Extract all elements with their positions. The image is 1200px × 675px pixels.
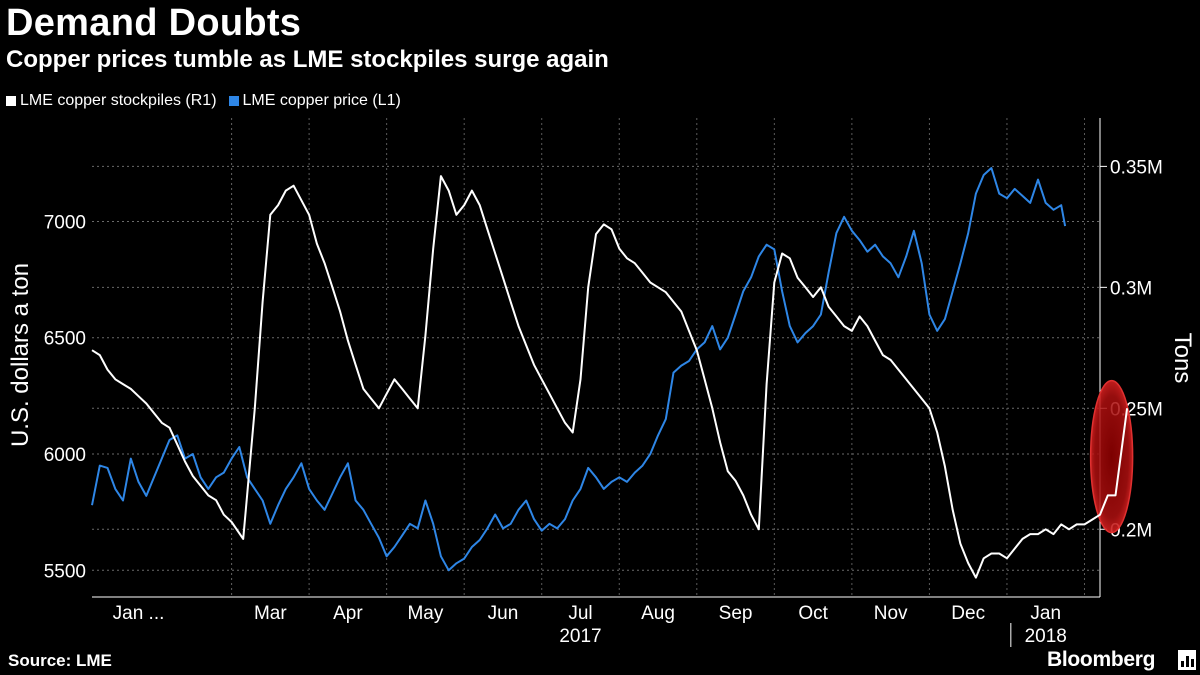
legend-item-stockpiles: LME copper stockpiles (R1) bbox=[6, 92, 217, 110]
brand-logo: Bloomberg bbox=[1047, 648, 1156, 671]
grid-layer bbox=[92, 118, 1100, 597]
x-tick-label: Jan bbox=[1030, 603, 1061, 624]
x-tick-label: Nov bbox=[874, 603, 908, 624]
legend: LME copper stockpiles (R1) LME copper pr… bbox=[6, 92, 413, 110]
x-tick-label: May bbox=[407, 603, 443, 624]
y-right-tick-label: 0.35M bbox=[1110, 157, 1163, 178]
y-left-tick-label: 7000 bbox=[44, 212, 86, 233]
legend-label-price: LME copper price (L1) bbox=[242, 92, 401, 109]
legend-swatch-stockpiles bbox=[6, 96, 16, 106]
legend-label-stockpiles: LME copper stockpiles (R1) bbox=[20, 92, 217, 109]
y-axis-left-label: U.S. dollars a ton bbox=[7, 263, 34, 447]
chart-subtitle: Copper prices tumble as LME stockpiles s… bbox=[6, 46, 609, 73]
chart-title: Demand Doubts bbox=[6, 2, 302, 44]
source-note: Source: LME bbox=[8, 651, 112, 670]
y-left-tick-label: 5500 bbox=[44, 561, 86, 582]
series-line-stockpiles bbox=[91, 175, 1129, 579]
y-left-tick-label: 6000 bbox=[44, 445, 86, 466]
bloomberg-chart-icon bbox=[1178, 650, 1196, 670]
x-tick-label: Jun bbox=[488, 603, 519, 624]
x-tick-label: Dec bbox=[951, 603, 985, 624]
annotation-layer bbox=[1089, 379, 1134, 534]
x-tick-label: Jul bbox=[568, 603, 592, 624]
legend-item-price: LME copper price (L1) bbox=[228, 92, 401, 110]
highlight-ellipse bbox=[1089, 379, 1134, 534]
y-axis-right-label: Tons bbox=[1169, 333, 1196, 384]
x-tick-label: Mar bbox=[254, 603, 287, 624]
legend-swatch-price bbox=[228, 96, 239, 106]
x-tick-label: Jan ... bbox=[113, 603, 165, 624]
x-tick-label: Aug bbox=[641, 603, 675, 624]
x-tick-label: Apr bbox=[333, 603, 363, 624]
y-right-tick-label: 0.3M bbox=[1110, 278, 1152, 299]
x-year-label: 2018 bbox=[1025, 626, 1067, 647]
series-line-price bbox=[91, 167, 1067, 572]
series-layer bbox=[91, 167, 1129, 579]
x-tick-label: Sep bbox=[719, 603, 753, 624]
x-year-label: 2017 bbox=[559, 626, 601, 647]
x-tick-label: Oct bbox=[798, 603, 828, 624]
y-left-tick-label: 6500 bbox=[44, 329, 86, 350]
